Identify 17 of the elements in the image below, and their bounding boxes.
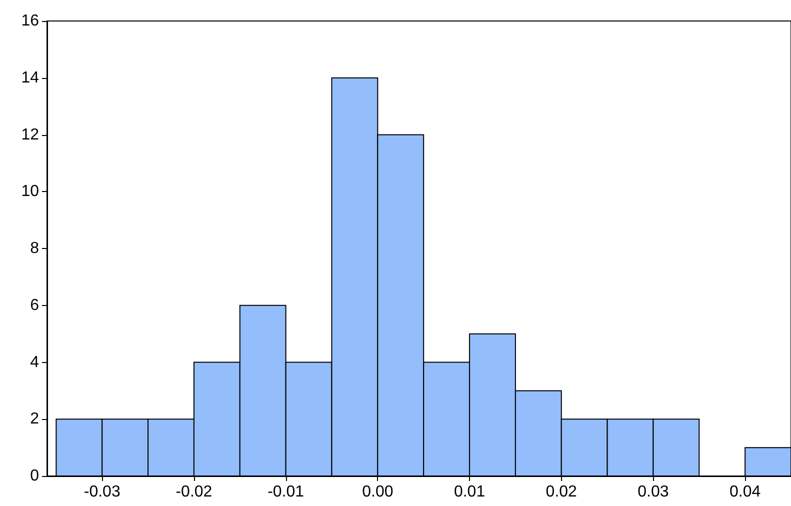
y-tick-label: 16: [21, 12, 40, 30]
x-tick-label: 0.00: [362, 484, 394, 500]
x-tick-label: 0.01: [454, 484, 486, 500]
y-tick-label: 6: [30, 296, 40, 314]
x-tick-label: -0.03: [84, 484, 120, 500]
y-tick-label: 12: [21, 126, 40, 144]
y-tick-label: 0: [30, 468, 40, 484]
x-tick-label: 0.02: [546, 484, 578, 500]
x-tick-label: -0.02: [176, 484, 212, 500]
y-tick-label: 14: [21, 69, 40, 86]
y-tick-label: 8: [30, 240, 40, 257]
x-tick-label: 0.03: [638, 484, 669, 500]
y-tick-label: 10: [21, 183, 40, 200]
x-tick-label: 0.04: [730, 484, 761, 500]
y-tick-label: 4: [30, 354, 40, 371]
x-tick-label: -0.01: [268, 484, 304, 500]
y-tick-label: 2: [30, 410, 40, 428]
